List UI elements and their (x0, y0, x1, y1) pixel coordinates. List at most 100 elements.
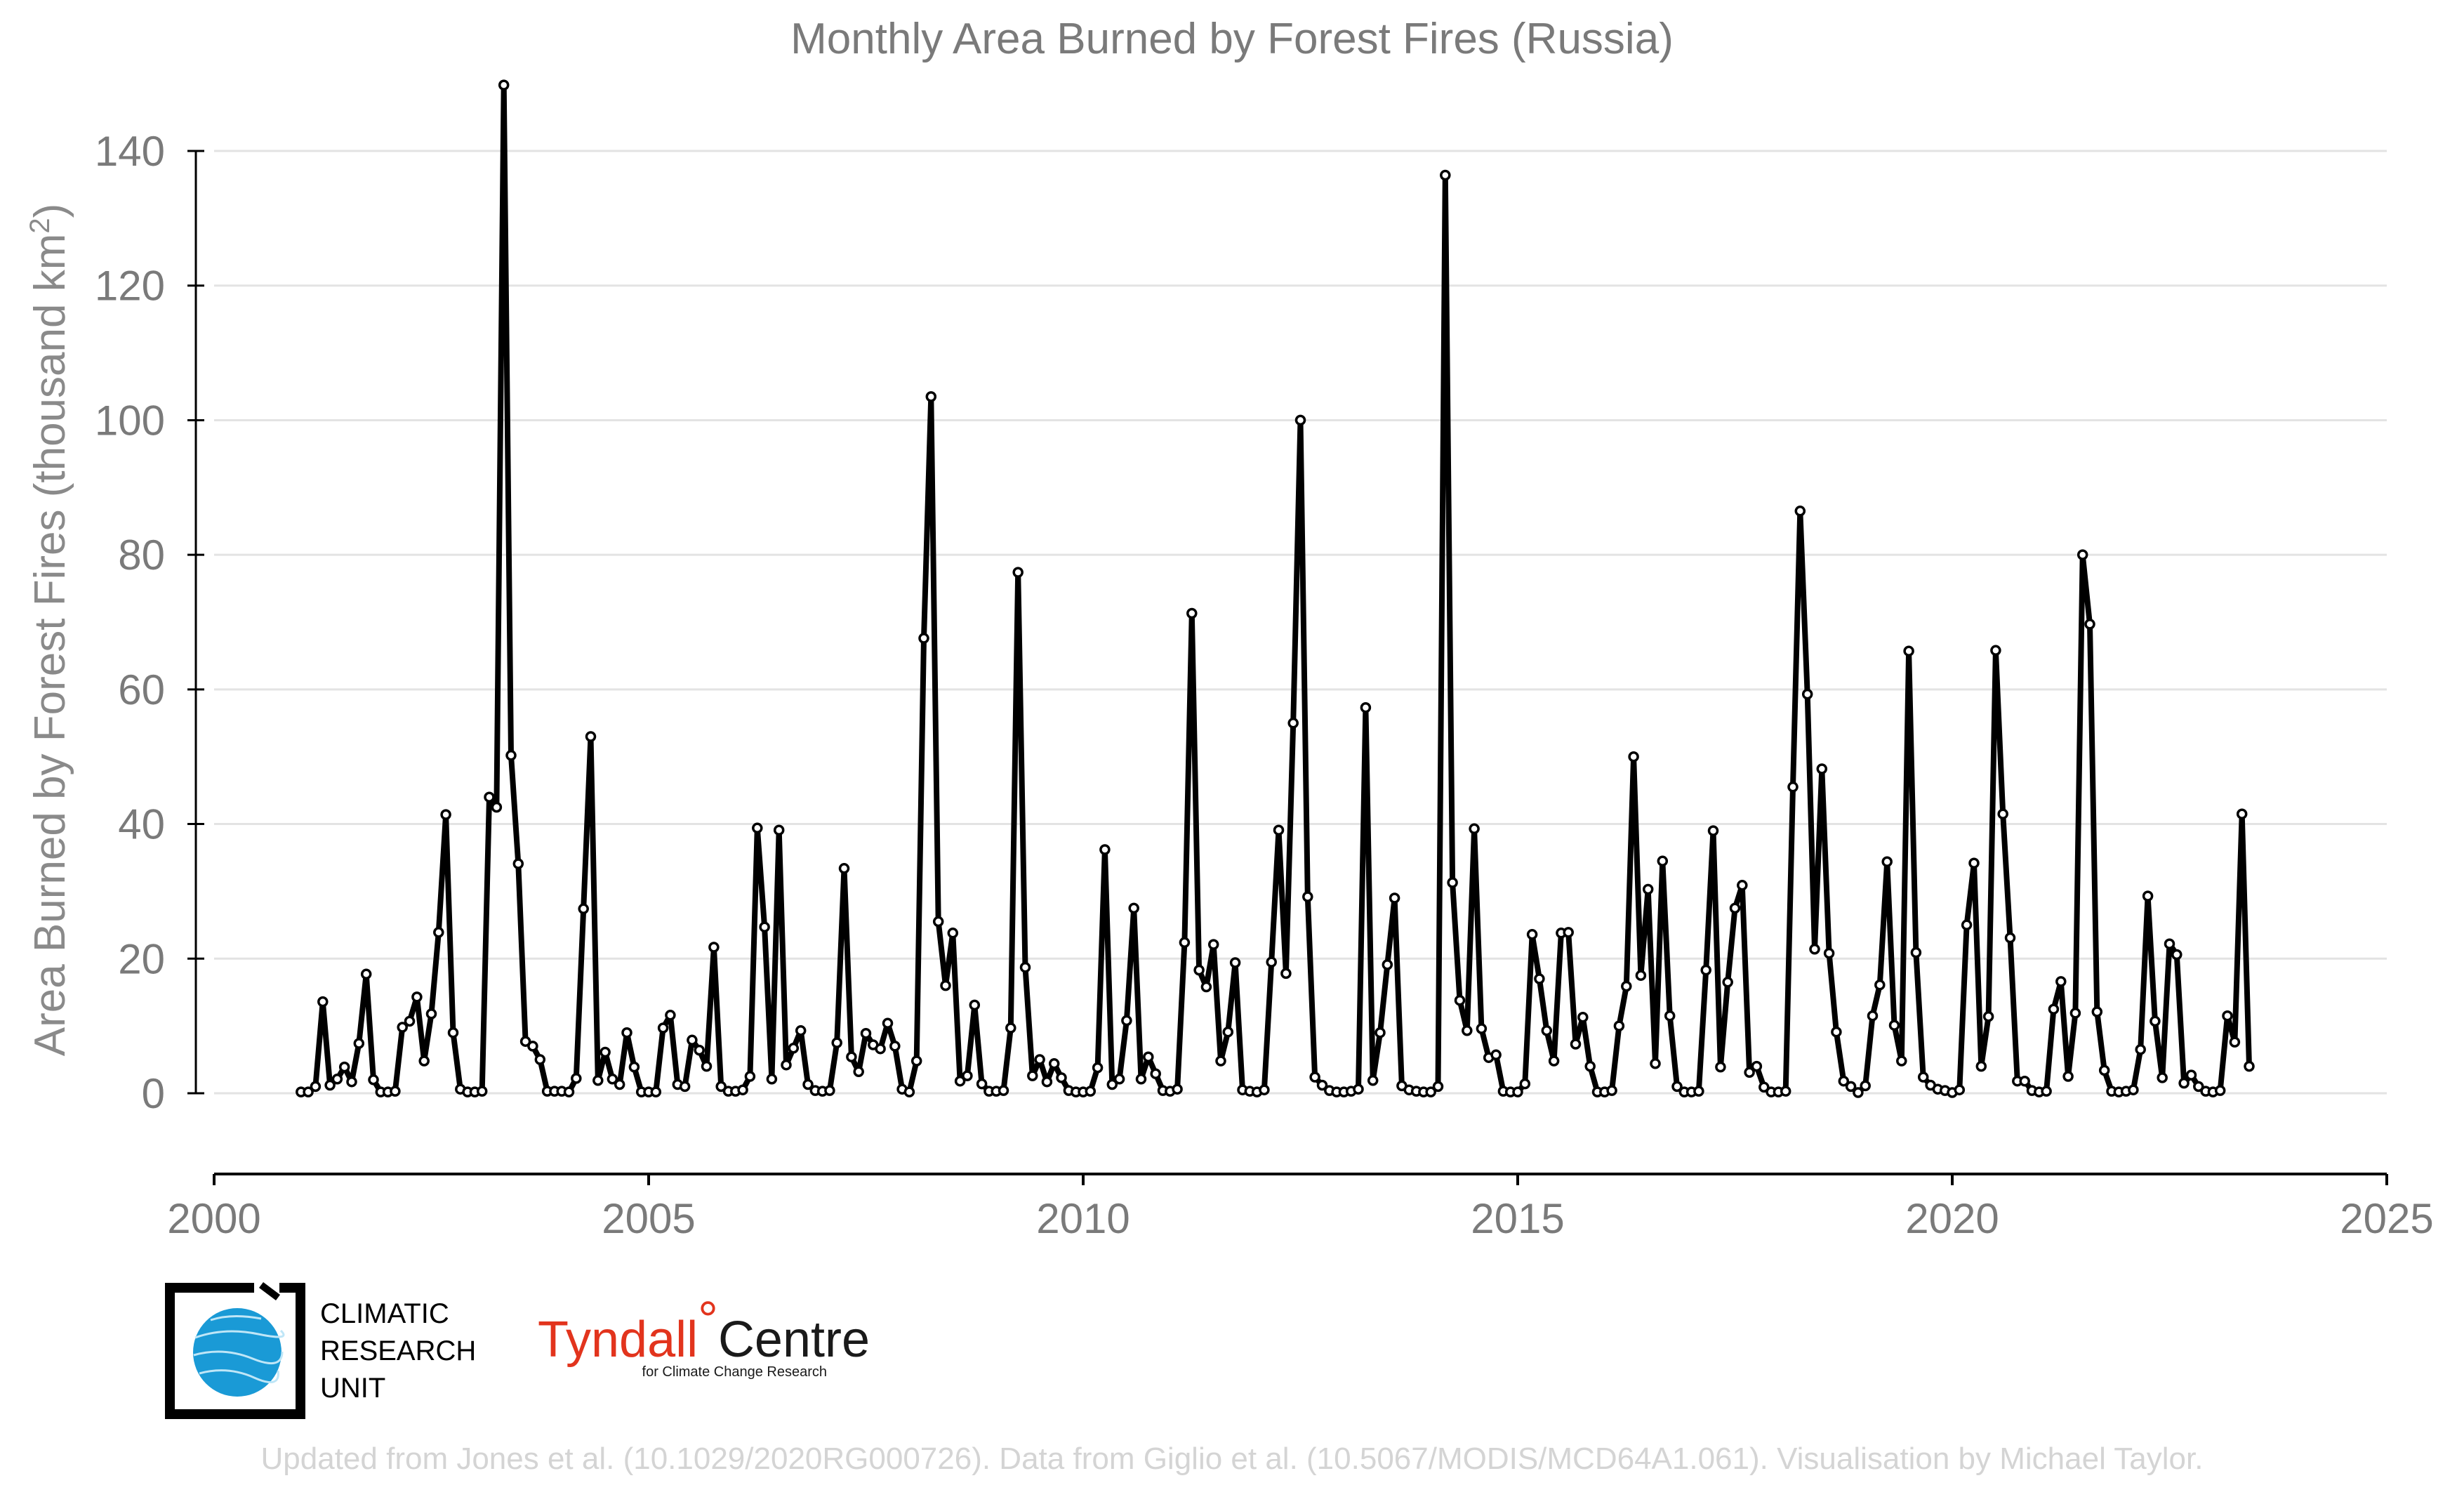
data-point (1794, 506, 1806, 517)
data-point (1512, 1086, 1523, 1097)
data-point (1780, 1086, 1791, 1097)
data-point (744, 1071, 756, 1082)
data-point (1085, 1086, 1097, 1097)
data-point (947, 928, 959, 939)
data-point (2069, 1008, 2081, 1019)
data-point (2214, 1085, 2226, 1096)
data-point (368, 1074, 379, 1086)
data-point (1229, 957, 1241, 968)
data-point (317, 996, 329, 1008)
data-point (418, 1055, 430, 1067)
data-series (296, 79, 2255, 1098)
data-point (397, 1022, 408, 1033)
data-point (1628, 751, 1639, 763)
data-point (853, 1066, 864, 1078)
data-point (1490, 1049, 1502, 1061)
data-point (752, 822, 763, 834)
data-point (1150, 1068, 1161, 1079)
data-point (1541, 1025, 1553, 1036)
data-point (1048, 1058, 1060, 1069)
data-point (1172, 1083, 1183, 1095)
data-point (1613, 1020, 1625, 1031)
data-point (781, 1059, 792, 1071)
data-point (1722, 977, 1733, 988)
data-point (1975, 1060, 1987, 1072)
y-tick-label: 100 (95, 397, 165, 444)
data-point (838, 863, 850, 874)
data-point (1273, 824, 1285, 836)
data-point (491, 801, 503, 813)
data-point (1432, 1081, 1444, 1093)
data-point (1744, 1067, 1755, 1079)
data-point (1019, 961, 1031, 973)
data-point (1751, 1060, 1763, 1072)
data-point (476, 1086, 488, 1097)
data-point (2236, 808, 2248, 819)
data-point (925, 391, 937, 402)
data-point (621, 1027, 632, 1038)
data-point (1954, 1084, 1966, 1095)
series-line (300, 82, 2252, 1095)
data-point (766, 1074, 778, 1085)
tyndall-wordmark: Tyndall°Centre (538, 1292, 870, 1368)
data-point (1831, 1026, 1842, 1038)
y-tick-label: 0 (142, 1070, 165, 1117)
data-point (1707, 825, 1719, 836)
data-point (1982, 1010, 1994, 1022)
data-point (1389, 892, 1400, 904)
data-point (1990, 645, 2001, 657)
data-point (708, 942, 720, 953)
data-point (1874, 979, 1886, 991)
data-point (1584, 1060, 1596, 1072)
data-point (1266, 956, 1277, 968)
data-point (1099, 844, 1111, 855)
y-tick-label: 20 (118, 935, 165, 982)
data-point (1469, 823, 1480, 835)
tyndall-subtitle: for Climate Change Research (642, 1364, 827, 1380)
data-point (607, 1074, 618, 1085)
data-point (1382, 959, 1393, 970)
data-point (969, 999, 981, 1011)
data-point (1534, 973, 1545, 984)
data-point (614, 1079, 625, 1090)
data-point (324, 1079, 336, 1091)
data-point (1454, 994, 1466, 1006)
data-point (2178, 1077, 2190, 1089)
data-point (425, 1008, 437, 1020)
data-point (519, 1036, 531, 1047)
data-point (1642, 883, 1654, 895)
data-point (2004, 932, 2016, 944)
data-point (1259, 1084, 1270, 1095)
data-point (1997, 808, 2008, 819)
data-point (1012, 567, 1024, 578)
data-point (571, 1073, 582, 1084)
cru-logo-line-3: UNIT (320, 1373, 385, 1404)
data-point (918, 633, 929, 644)
data-point (701, 1060, 713, 1072)
data-point (1179, 937, 1191, 949)
data-point (1519, 1078, 1531, 1090)
data-point (592, 1075, 604, 1086)
cru-logo: CLIMATIC RESEARCH UNIT (165, 1281, 476, 1419)
data-point (1294, 414, 1306, 426)
data-point (1113, 1074, 1125, 1085)
data-point (831, 1037, 842, 1048)
data-point (1845, 1081, 1857, 1093)
data-point (2098, 1064, 2110, 1076)
data-point (628, 1061, 640, 1073)
data-point (2048, 1003, 2060, 1015)
data-point (1621, 980, 1632, 992)
x-tick-label: 2025 (2340, 1195, 2433, 1242)
data-point (353, 1038, 365, 1049)
data-point (2128, 1084, 2139, 1095)
x-tick-label: 2005 (602, 1195, 695, 1242)
x-tick-label: 2020 (1905, 1195, 1999, 1242)
data-point (1896, 1055, 1907, 1067)
data-point (1801, 688, 1813, 700)
data-point (2150, 1015, 2161, 1027)
data-point (846, 1051, 857, 1062)
data-point (2019, 1075, 2030, 1087)
data-point (1462, 1025, 1473, 1036)
data-point (2164, 938, 2175, 949)
